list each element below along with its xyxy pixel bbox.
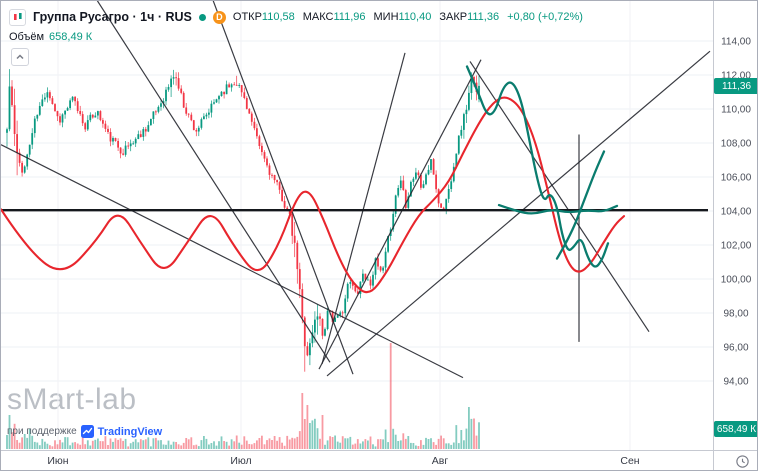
svg-text:96,00: 96,00: [723, 343, 748, 354]
high-label: МАКС: [302, 11, 334, 23]
svg-text:98,00: 98,00: [723, 309, 748, 320]
close-value: 111,36: [467, 11, 500, 23]
symbol-title[interactable]: Группа Русагро · 1ч · RUS: [33, 10, 192, 24]
svg-text:108,00: 108,00: [721, 139, 752, 150]
volume-indicator-value: 658,49 К: [49, 31, 93, 43]
svg-text:112,00: 112,00: [721, 71, 751, 82]
instrument-logo-icon[interactable]: [9, 8, 26, 26]
open-label: ОТКР: [232, 11, 262, 23]
svg-text:100,00: 100,00: [721, 275, 752, 286]
chart-legend: Группа Русагро · 1ч · RUS D ОТКР 110,58 М…: [9, 8, 583, 44]
market-status-dot-icon: [198, 13, 206, 21]
svg-text:Авг: Авг: [432, 455, 449, 467]
legend-symbol-row: Группа Русагро · 1ч · RUS D ОТКР 110,58 М…: [9, 8, 583, 26]
watermark: sMart-lab: [7, 383, 137, 416]
ohlc-values: ОТКР 110,58 МАКС 111,96 МИН 110,40 ЗАКР 111,…: [233, 11, 583, 23]
svg-text:104,00: 104,00: [721, 207, 752, 218]
high-value: 111,96: [333, 11, 366, 23]
svg-text:Июл: Июл: [230, 455, 251, 467]
tradingview-logo-icon: [80, 425, 94, 438]
open-value: 110,58: [261, 11, 295, 23]
close-field: ЗАКР 111,36: [439, 11, 499, 23]
attribution: при поддержке TradingView: [7, 425, 162, 438]
low-value: 110,40: [398, 11, 432, 23]
change-value: +0,80 (+0,72%): [507, 11, 583, 23]
timezone-clock-icon[interactable]: [734, 453, 750, 469]
legend-volume-row: Объём 658,49 К: [9, 30, 583, 44]
svg-text:114,00: 114,00: [721, 37, 751, 48]
delayed-data-icon[interactable]: D: [212, 10, 226, 24]
close-label: ЗАКР: [439, 11, 468, 23]
svg-text:94,00: 94,00: [723, 377, 748, 388]
volume-indicator-label[interactable]: Объём: [9, 31, 45, 43]
svg-text:Сен: Сен: [620, 455, 639, 467]
svg-text:102,00: 102,00: [721, 241, 752, 252]
time-axis[interactable]: [1, 450, 757, 470]
high-field: МАКС 111,96: [303, 11, 366, 23]
svg-text:110,00: 110,00: [721, 105, 751, 116]
legend-collapse-button[interactable]: [11, 48, 29, 66]
price-axis[interactable]: [713, 1, 757, 450]
open-field: ОТКР 110,58: [233, 11, 295, 23]
svg-text:Июн: Июн: [47, 455, 68, 467]
chevron-up-icon: [16, 54, 24, 60]
svg-text:106,00: 106,00: [721, 173, 752, 184]
low-label: МИН: [373, 11, 399, 23]
tradingview-link[interactable]: TradingView: [97, 425, 163, 438]
attribution-prefix: при поддержке: [7, 426, 77, 437]
last-price-badge: 111,36: [714, 78, 757, 94]
volume-badge: 658,49 К: [714, 421, 757, 437]
low-field: МИН 110,40: [374, 11, 432, 23]
